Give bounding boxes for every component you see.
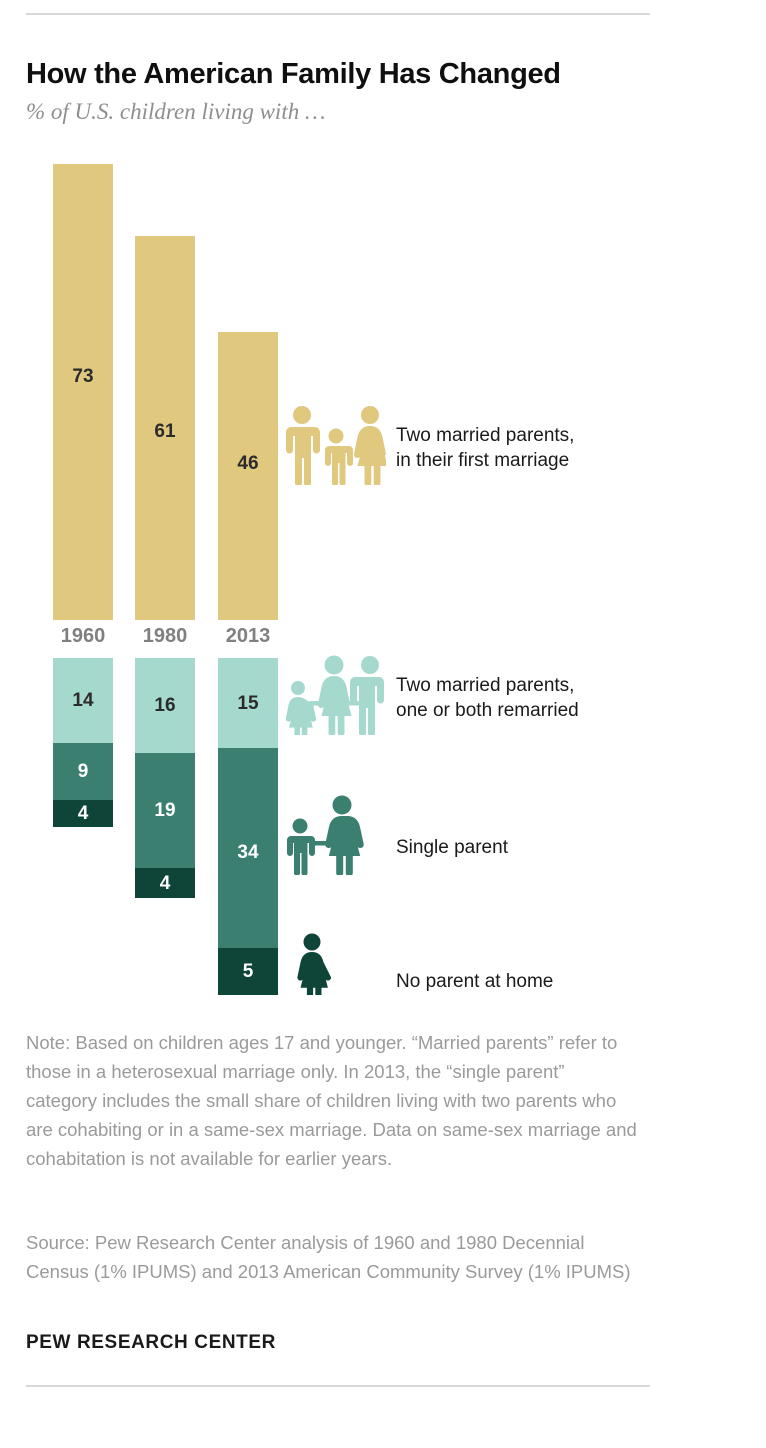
family-man-child-woman-icon (286, 405, 388, 490)
bar-value-mint-2013: 15 (237, 693, 259, 714)
bar-value-teal-2013: 34 (237, 842, 259, 863)
bar-stack-dark-2013: 5 (218, 948, 278, 995)
bottom-divider (26, 1385, 650, 1387)
bar-stack-dark-1960: 4 (53, 800, 113, 827)
bar-stack-mint-1960: 14 (53, 658, 113, 743)
family-girl-woman-man-icon (285, 655, 386, 740)
bar-value-dark-1980: 4 (159, 873, 171, 894)
legend-label-no-parent: No parent at home (396, 971, 554, 992)
bar-value-top-1960: 73 (72, 366, 94, 387)
bar-value-mint-1960: 14 (72, 690, 94, 711)
bar-value-dark-1960: 4 (77, 803, 89, 824)
legend-label-first-marriage: Two married parents, in their first marr… (396, 425, 575, 471)
page-title: How the American Family Has Changed (26, 58, 561, 91)
page-subtitle: % of U.S. children living with … (26, 99, 326, 124)
bar-stack-teal-1960: 9 (53, 743, 113, 800)
year-label-2013: 2013 (225, 625, 271, 647)
bar-value-top-1980: 61 (154, 421, 176, 442)
bar-top-2013: 46 (218, 332, 278, 620)
legend-label-single-parent: Single parent (396, 837, 508, 858)
legend-row-remarried[interactable]: Two married parents, one or both remarri… (285, 655, 646, 739)
year-label-1960: 1960 (60, 625, 106, 647)
legend-row-first-marriage[interactable]: Two married parents, in their first marr… (286, 405, 646, 487)
legend-row-no-parent[interactable]: No parent at home (286, 933, 646, 1005)
bar-stack-dark-1980: 4 (135, 868, 195, 898)
single-parent-boy-woman-icon (286, 795, 386, 880)
top-divider (26, 13, 650, 15)
bar-stack-mint-1980: 16 (135, 658, 195, 753)
chart-note: Note: Based on children ages 17 and youn… (26, 1032, 637, 1169)
year-label-1980: 1980 (142, 625, 188, 647)
bar-value-dark-2013: 5 (242, 961, 254, 982)
bar-value-mint-1980: 16 (154, 695, 176, 716)
chart-source: Source: Pew Research Center analysis of … (26, 1232, 631, 1282)
bar-value-top-2013: 46 (237, 453, 259, 474)
legend-row-single-parent[interactable]: Single parent (286, 795, 646, 877)
brand-label: PEW RESEARCH CENTER (26, 1332, 276, 1353)
bar-stack-teal-2013: 34 (218, 748, 278, 948)
bar-value-teal-1980: 19 (154, 800, 176, 821)
lone-child-icon (292, 933, 332, 1005)
bar-value-teal-1960: 9 (77, 761, 89, 782)
bar-top-1960: 73 (53, 164, 113, 620)
legend-label-remarried: Two married parents, one or both remarri… (396, 675, 579, 721)
chart-plot-area: 73 61 46 1960 1980 2013 14 9 4 16 19 4 (53, 164, 646, 1005)
bar-stack-teal-1980: 19 (135, 753, 195, 868)
bar-top-1980: 61 (135, 236, 195, 620)
bar-stack-mint-2013: 15 (218, 658, 278, 748)
